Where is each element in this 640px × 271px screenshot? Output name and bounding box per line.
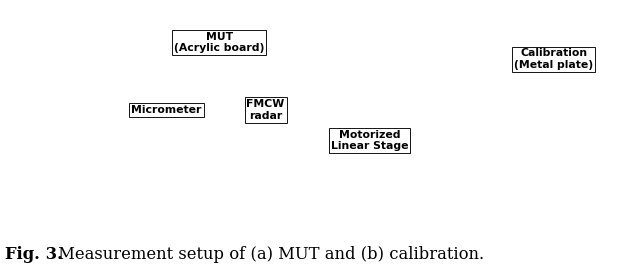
Text: (b): (b) [333,15,357,30]
Text: MUT
(Acrylic board): MUT (Acrylic board) [174,31,264,53]
Text: Calibration
(Metal plate): Calibration (Metal plate) [514,49,593,70]
Text: Fig. 3.: Fig. 3. [5,246,63,263]
Text: (a): (a) [13,15,37,30]
Text: Measurement setup of (a) MUT and (b) calibration.: Measurement setup of (a) MUT and (b) cal… [53,246,484,263]
Text: Micrometer: Micrometer [131,105,202,115]
Text: Motorized
Linear Stage: Motorized Linear Stage [331,130,408,151]
Text: FMCW
radar: FMCW radar [246,99,285,121]
